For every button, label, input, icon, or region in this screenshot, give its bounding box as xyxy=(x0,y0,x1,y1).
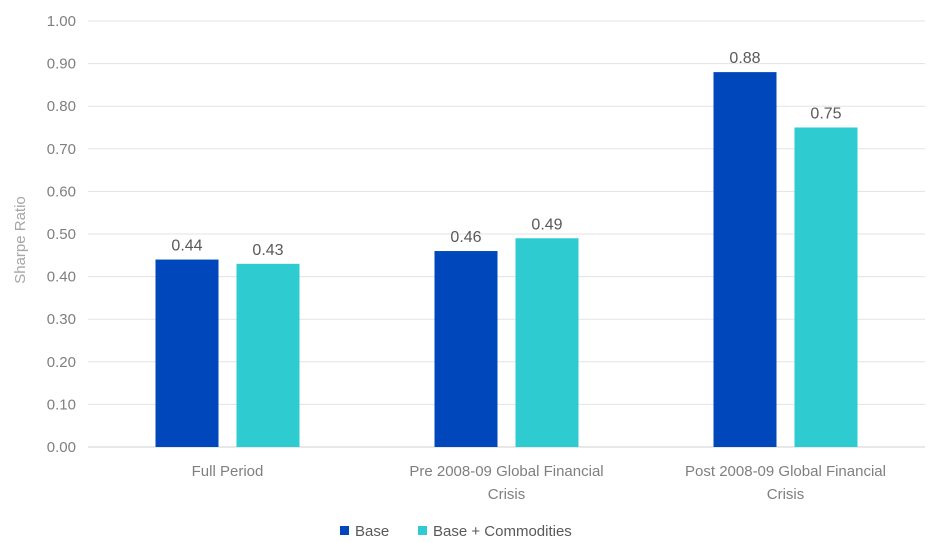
bar-base-commodities xyxy=(794,127,858,447)
legend-swatch-base-commodities xyxy=(418,526,427,535)
y-tick-label: 0.70 xyxy=(47,141,76,158)
bars xyxy=(155,72,858,448)
data-label: 0.44 xyxy=(171,238,202,255)
bar-base xyxy=(155,259,219,447)
data-label: 0.88 xyxy=(729,50,760,67)
data-label: 0.43 xyxy=(252,242,283,259)
y-tick-label: 1.00 xyxy=(47,13,76,30)
legend-swatch-base xyxy=(340,526,349,535)
y-tick-label: 0.40 xyxy=(47,269,76,286)
bar-base xyxy=(434,251,498,447)
y-axis-ticks: 0.00 0.10 0.20 0.30 0.40 0.50 0.60 0.70 0.80 0.90… xyxy=(47,13,76,456)
legend-label-base: Base xyxy=(355,523,389,540)
data-label: 0.49 xyxy=(531,216,562,233)
y-tick-label: 0.50 xyxy=(47,226,76,243)
data-label: 0.75 xyxy=(810,106,841,123)
y-tick-label: 0.10 xyxy=(47,396,76,413)
y-tick-label: 0.00 xyxy=(47,439,76,456)
gridlines xyxy=(88,20,925,448)
legend: Base Base + Commodities xyxy=(340,523,572,540)
x-category-label: Full Period xyxy=(192,463,264,480)
bar-base-commodities xyxy=(515,238,579,447)
x-category-label: Crisis xyxy=(488,486,526,503)
x-axis-categories: Full Period Pre 2008-09 Global Financial C… xyxy=(192,463,886,503)
bar-base-commodities xyxy=(236,263,300,447)
y-tick-label: 0.80 xyxy=(47,98,76,115)
x-category-label: Crisis xyxy=(767,486,805,503)
y-tick-label: 0.30 xyxy=(47,311,76,328)
legend-label-base-commodities: Base + Commodities xyxy=(433,523,572,540)
x-category-label: Pre 2008-09 Global Financial xyxy=(409,463,603,480)
x-category-label: Post 2008-09 Global Financial xyxy=(685,463,886,480)
bar-base xyxy=(713,72,777,448)
data-labels: 0.44 0.43 0.46 0.49 0.88 0.75 xyxy=(171,50,841,259)
y-tick-label: 0.90 xyxy=(47,56,76,73)
data-label: 0.46 xyxy=(450,229,481,246)
y-axis-label: Sharpe Ratio xyxy=(12,196,29,284)
y-tick-label: 0.20 xyxy=(47,354,76,371)
y-tick-label: 0.60 xyxy=(47,183,76,200)
